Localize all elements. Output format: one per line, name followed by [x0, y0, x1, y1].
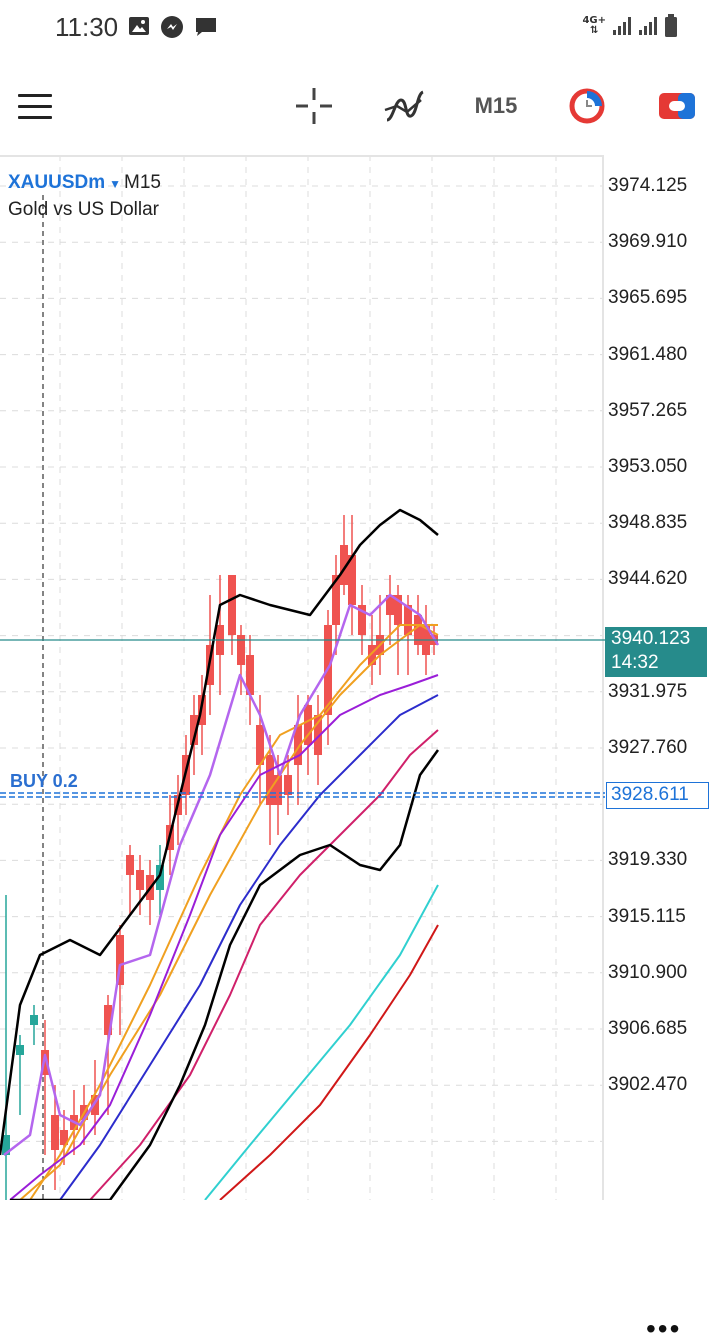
status-bar: 11:30 4G+ ⇅ — [0, 0, 724, 60]
timeframe-label: M15 — [474, 93, 518, 118]
signal-icon — [639, 17, 657, 35]
price-level-label: 3919.330 — [608, 849, 688, 871]
bollinger-upper — [0, 508, 439, 1156]
candle-body — [284, 775, 292, 795]
chart-type-icon — [659, 93, 695, 119]
moving-average-cyan — [204, 884, 439, 1200]
symbol-description: Gold vs US Dollar — [8, 199, 159, 220]
price-level-label: 3961.480 — [608, 343, 688, 365]
current-price: 3940.123 — [611, 628, 691, 649]
candle-body — [304, 705, 312, 745]
moving-average-violet — [3, 593, 440, 1156]
candle-body — [246, 655, 254, 695]
moving-average-red — [219, 924, 439, 1200]
image-icon — [129, 17, 149, 35]
price-level-label: 3969.910 — [608, 231, 688, 253]
buy-price-tag[interactable]: 3928.611 — [606, 782, 709, 809]
price-level-label: 3927.760 — [608, 737, 688, 758]
candle-body — [314, 715, 322, 755]
candle-body — [266, 755, 274, 805]
candle-body — [274, 775, 282, 805]
moving-average-magenta — [89, 729, 439, 1200]
price-level-label: 3953.050 — [608, 456, 688, 477]
candle-body — [16, 1045, 24, 1055]
candle-body — [116, 935, 124, 985]
chart-type-button[interactable] — [656, 84, 698, 128]
candle-body — [414, 615, 422, 645]
candle-body — [228, 575, 236, 635]
price-level-label: 3974.125 — [608, 175, 688, 196]
candle-body — [237, 635, 245, 665]
messenger-icon — [161, 16, 183, 38]
bar-countdown: 14:32 — [611, 652, 659, 673]
candle-body — [256, 725, 264, 765]
moving-average-blue — [59, 694, 439, 1200]
price-level-label: 3915.115 — [608, 905, 686, 927]
candle-body — [156, 865, 164, 890]
price-level-label: 3944.620 — [608, 568, 688, 590]
status-icons — [128, 15, 218, 39]
price-level-label: 3931.975 — [608, 680, 688, 702]
message-icon — [196, 18, 216, 36]
price-level-label: 3965.695 — [608, 287, 688, 309]
symbol-line: XAUUSDm ▼ M15 — [8, 172, 161, 194]
bollinger-lower — [10, 749, 440, 1200]
candle-body — [190, 715, 198, 745]
more-options-icon[interactable]: ••• — [646, 1313, 682, 1344]
symbol-timeframe: M15 — [124, 172, 161, 193]
candle-body — [60, 1130, 68, 1145]
candle-body — [91, 1095, 99, 1115]
trade-icon — [569, 88, 605, 124]
trade-button[interactable] — [566, 84, 608, 128]
symbol-name[interactable]: XAUUSDm — [8, 172, 106, 193]
symbol-dropdown-icon[interactable]: ▼ — [109, 177, 122, 191]
candle-body — [404, 605, 412, 635]
price-level-label: 3957.265 — [608, 399, 688, 421]
candle-body — [358, 605, 366, 635]
candle-body — [394, 595, 402, 625]
crosshair-button[interactable] — [292, 84, 336, 128]
status-time: 11:30 — [55, 12, 119, 42]
candle-body — [126, 855, 134, 875]
network-type: 4G+ ⇅ — [582, 15, 606, 36]
candle-body — [368, 645, 376, 665]
price-chart[interactable]: XAUUSDm ▼ M15 Gold vs US Dollar 3974.125 39… — [0, 155, 724, 1343]
moving-average-purple — [9, 674, 439, 1200]
price-level-label: 3906.685 — [608, 1018, 688, 1039]
chart-canvas[interactable] — [0, 155, 724, 1200]
signal-icon — [613, 17, 631, 35]
current-price-tag: 3940.123 14:32 — [605, 627, 707, 677]
candle-body — [41, 1050, 49, 1075]
chart-toolbar: M15 — [0, 68, 724, 144]
candle-body — [340, 545, 348, 585]
price-level-label: 3910.900 — [608, 961, 688, 983]
price-scale[interactable]: 3974.125 3969.910 3965.695 3961.480 3957.265… — [608, 155, 724, 1200]
candle-body — [30, 1015, 38, 1025]
price-level-label: 3902.470 — [608, 1074, 688, 1096]
candle-body — [136, 870, 144, 890]
crosshair-icon — [296, 88, 332, 124]
candle-body — [348, 555, 356, 605]
candle-body — [51, 1115, 59, 1150]
candle-body — [104, 1005, 112, 1035]
status-right: 4G+ ⇅ — [582, 14, 678, 38]
battery-icon — [665, 14, 677, 37]
price-level-label: 3948.835 — [608, 512, 688, 534]
indicators-icon — [384, 90, 424, 122]
candle-body — [332, 575, 340, 625]
menu-button[interactable] — [18, 94, 52, 120]
indicators-button[interactable] — [382, 84, 426, 128]
candle-body — [2, 1135, 10, 1155]
timeframe-button[interactable]: M15 — [470, 84, 522, 128]
moving-average-orange — [29, 624, 438, 1200]
candle-body — [386, 595, 394, 615]
candle-body — [294, 725, 302, 765]
buy-position-label[interactable]: BUY 0.2 — [10, 771, 78, 791]
